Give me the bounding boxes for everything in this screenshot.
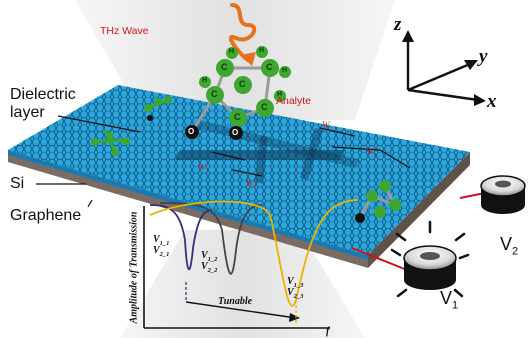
graph-label-3b: V2_3 — [287, 287, 304, 300]
thz-wave-label: THz Wave — [100, 25, 149, 37]
axes-triad — [402, 30, 486, 106]
graph-label-2b: V2_2 — [201, 261, 218, 274]
analyte-molecule — [185, 46, 291, 140]
axis-x-label: x — [487, 91, 497, 112]
dimension-markers — [211, 127, 411, 177]
atom-h-4: H — [282, 67, 288, 74]
si-layer-side — [368, 152, 470, 268]
axis-z-label: z — [394, 14, 402, 35]
curve-gray — [159, 202, 263, 275]
si-label: Si — [10, 175, 25, 192]
graph-label-1a: V1_1 — [153, 234, 170, 247]
graphene-label: Graphene — [10, 207, 82, 224]
v2-label: V2 — [500, 234, 519, 258]
label-leaders — [36, 115, 141, 208]
graph-label-1b: V2_1 — [153, 245, 170, 258]
small-molecule-right — [355, 180, 401, 223]
thz-wave-arrowhead — [240, 52, 256, 66]
atom-c-4: C — [234, 112, 241, 122]
atom-c-2: C — [266, 62, 273, 72]
dim-l2-label: W2 — [366, 146, 377, 159]
axis-y-label: y — [479, 46, 488, 67]
dielectric-layer-label-line2: layer — [10, 104, 45, 121]
graph-label-2a: V1_2 — [201, 250, 218, 263]
atom-h-3: H — [259, 47, 265, 54]
atom-o-2: O — [232, 128, 239, 137]
atom-c-6: C — [239, 79, 246, 89]
atom-c-5: C — [261, 102, 268, 112]
graph-label-3a: V1_3 — [287, 276, 304, 289]
small-molecule-top — [144, 96, 172, 121]
curve-yellow — [149, 199, 359, 307]
thz-beam-lower-cone — [120, 230, 365, 338]
dielectric-layer-label-line1: Dielectric — [10, 86, 76, 103]
amplitude-axis-label: Amplitude of Transmission — [128, 211, 140, 324]
graphene-hex-lattice — [8, 85, 470, 255]
tunable-arrow — [185, 301, 297, 319]
transmission-graph — [143, 199, 359, 329]
dim-l1-label: W1 — [246, 178, 257, 191]
dim-w1-label: W1 — [198, 162, 209, 175]
atom-h-2: H — [229, 48, 235, 55]
frequency-axis-label: f — [326, 326, 330, 337]
tunable-label: Tunable — [218, 296, 253, 307]
v1-label: V1 — [440, 288, 459, 312]
thz-beam-upper-cone — [75, 0, 395, 120]
voltage-source-v2 — [480, 175, 526, 214]
atom-h-5: H — [277, 91, 283, 98]
atom-c-3: C — [211, 89, 218, 99]
atom-c-1: C — [221, 62, 228, 72]
atom-h-1: H — [202, 77, 208, 84]
atom-o-1: O — [188, 127, 195, 136]
thz-wave-arrow — [228, 3, 257, 62]
voltage-source-v1 — [390, 220, 470, 298]
dim-w2-label: W2 — [322, 120, 333, 133]
analyte-label: Analyte — [276, 95, 312, 107]
curve-purple — [149, 204, 213, 271]
small-molecule-left — [91, 129, 131, 156]
